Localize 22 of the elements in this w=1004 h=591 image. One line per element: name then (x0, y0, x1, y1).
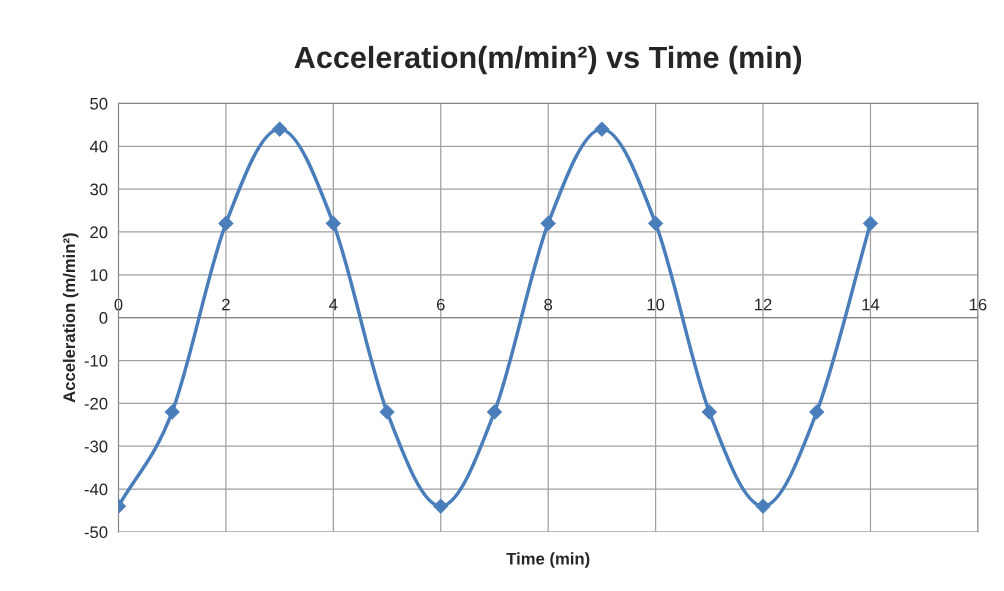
y-tick-label: 10 (90, 269, 108, 282)
x-tick-label: 10 (647, 298, 665, 311)
y-tick-label: -50 (84, 526, 108, 539)
x-tick-label: 4 (329, 298, 338, 311)
x-tick-label: 12 (755, 298, 772, 311)
chart-title: Acceleration(m/min²) vs Time (min) (294, 45, 802, 75)
x-tick-label: 16 (969, 298, 987, 311)
y-tick-label: 40 (89, 140, 108, 153)
x-tick-label: 8 (544, 298, 553, 311)
y-tick-label: 20 (90, 226, 108, 239)
y-tick-label: -20 (84, 397, 108, 410)
y-tick-label: 0 (99, 312, 108, 324)
y-tick-label: -10 (84, 354, 108, 367)
y-tick-label: 50 (90, 97, 108, 110)
y-tick-label: -40 (84, 483, 108, 496)
x-tick-label: 14 (862, 298, 880, 311)
x-tick-label: 6 (436, 298, 445, 311)
x-tick-label: 2 (222, 298, 230, 311)
y-tick-label: 30 (90, 183, 108, 196)
y-tick-label: -30 (84, 440, 108, 453)
y-axis-title: Acceleration (m/min²) (62, 233, 79, 403)
x-axis-title: Time (min) (506, 552, 590, 568)
